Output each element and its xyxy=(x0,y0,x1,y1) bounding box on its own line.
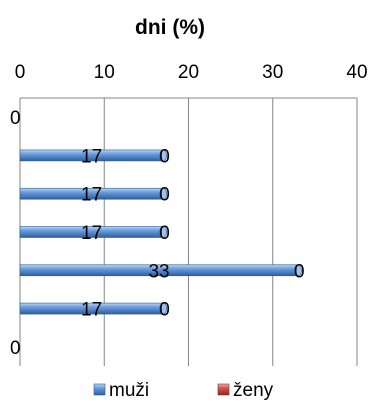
x-tick-label: 30 xyxy=(262,62,283,83)
data-label-muzi: 17 xyxy=(81,300,102,321)
x-tick-label: 20 xyxy=(178,62,199,83)
legend-swatch-muzi xyxy=(93,383,106,396)
data-label-muzi: 0 xyxy=(10,108,21,129)
legend-label-zeny: ženy xyxy=(233,380,274,401)
bars xyxy=(19,149,302,315)
legend-label-muzi: muži xyxy=(109,380,149,401)
bar-muzi-cap xyxy=(159,226,168,238)
bar-muzi-cap xyxy=(294,264,302,277)
bar-muzi-cap xyxy=(159,302,168,315)
data-label-muzi: 0 xyxy=(10,338,21,359)
grid-layer xyxy=(19,97,358,366)
chart-title: dni (%) xyxy=(135,16,205,39)
bar-muzi-cap xyxy=(159,149,168,162)
data-label-muzi: 17 xyxy=(81,146,102,167)
data-label-zeny: 0 xyxy=(159,185,170,206)
data-label-muzi: 33 xyxy=(148,261,169,282)
legend: muži ženy xyxy=(93,380,274,401)
x-axis-ticks: 0 10 20 30 40 xyxy=(15,62,368,83)
data-label-zeny: 0 xyxy=(159,300,170,321)
data-label-zeny: 0 xyxy=(294,261,305,282)
data-labels: 0 17 0 17 0 17 0 33 0 17 0 0 xyxy=(10,108,305,359)
data-label-muzi: 17 xyxy=(81,223,102,244)
data-label-zeny: 0 xyxy=(159,146,170,167)
x-tick-label: 0 xyxy=(15,62,26,83)
data-label-muzi: 17 xyxy=(81,185,102,206)
x-tick-label: 10 xyxy=(94,62,115,83)
x-tick-label: 40 xyxy=(346,62,367,83)
bar-muzi-cap xyxy=(159,187,168,200)
data-label-zeny: 0 xyxy=(159,223,170,244)
legend-swatch-zeny xyxy=(217,383,230,396)
